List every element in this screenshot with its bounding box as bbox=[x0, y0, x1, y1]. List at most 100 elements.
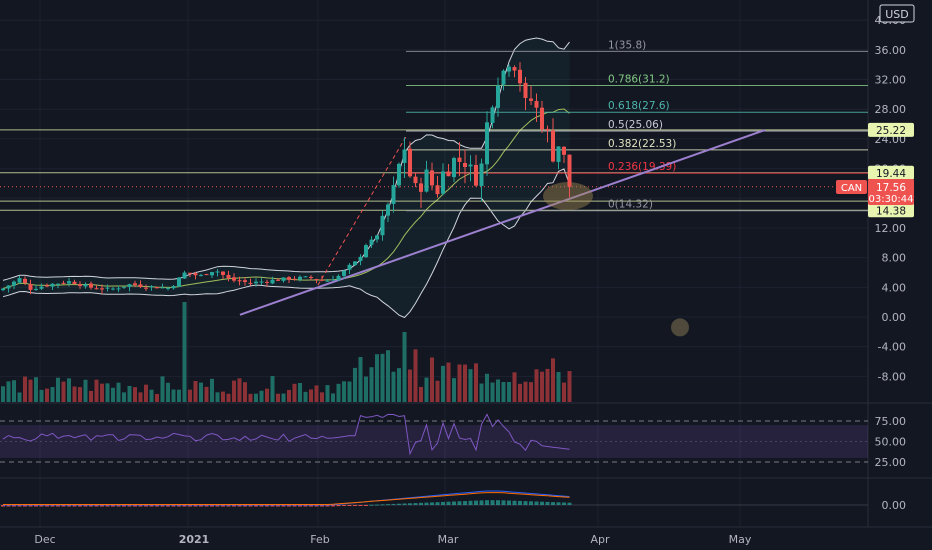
macd-histogram-bar bbox=[127, 505, 132, 507]
candle-body bbox=[314, 279, 319, 281]
macd-histogram-bar bbox=[248, 505, 253, 507]
candle-body bbox=[518, 69, 522, 84]
macd-histogram-bar bbox=[364, 505, 368, 506]
candle-body bbox=[474, 164, 478, 186]
macd-histogram-bar bbox=[369, 504, 374, 506]
macd-histogram-bar bbox=[56, 505, 60, 507]
volume-bar bbox=[485, 373, 489, 402]
macd-tick-label: 0.00 bbox=[882, 499, 907, 512]
price-tick-label: 36.00 bbox=[875, 44, 907, 57]
macd-histogram-bar bbox=[232, 505, 236, 507]
candle-body bbox=[347, 264, 352, 270]
support-trendline[interactable] bbox=[239, 129, 766, 316]
volume-bar bbox=[193, 380, 198, 402]
volume-bar bbox=[545, 368, 550, 402]
volume-bar bbox=[364, 376, 368, 402]
macd-histogram-bar bbox=[138, 505, 143, 507]
macd-histogram-bar bbox=[336, 505, 341, 507]
macd-histogram-bar bbox=[287, 505, 291, 507]
candle-body bbox=[78, 284, 82, 287]
fibonacci-retracement[interactable]: 1(35.8) 0.786(31.2) 0.618(27.6) 0.5(25.06) 0… bbox=[406, 39, 868, 212]
volume-bar bbox=[386, 350, 390, 402]
last-price-tag: 17.56 03:30:44 bbox=[868, 179, 914, 205]
candle-body bbox=[490, 107, 495, 123]
volume-bar bbox=[34, 377, 38, 402]
volume-bar bbox=[116, 382, 121, 402]
macd-histogram-bar bbox=[309, 505, 313, 507]
candle-body bbox=[259, 281, 264, 283]
dashed-trendline[interactable] bbox=[317, 136, 407, 286]
candle-body bbox=[501, 70, 506, 85]
candle-body bbox=[61, 282, 66, 284]
candle-body bbox=[243, 280, 247, 282]
volume-bar bbox=[111, 387, 115, 402]
volume-bar bbox=[441, 365, 445, 402]
volume-bar bbox=[39, 389, 44, 402]
macd-histogram-bar bbox=[182, 505, 187, 507]
candle-body bbox=[226, 274, 231, 279]
volume-bar bbox=[259, 390, 264, 402]
currency-badge[interactable]: USD bbox=[879, 4, 915, 23]
fib-level-label: 0.618(27.6) bbox=[608, 100, 670, 112]
volume-bar bbox=[463, 364, 467, 402]
macd-histogram-bar bbox=[457, 501, 462, 505]
volume-bar bbox=[89, 390, 93, 402]
candle-body bbox=[369, 239, 374, 245]
volume-bar bbox=[265, 388, 269, 402]
volume-bar bbox=[171, 389, 176, 402]
candle-body bbox=[237, 280, 242, 282]
volume-bar bbox=[397, 368, 401, 402]
candle-body bbox=[12, 281, 16, 286]
time-axis[interactable]: Dec 2021 Feb Mar Apr May bbox=[0, 526, 932, 546]
trendlines[interactable] bbox=[239, 129, 766, 337]
candle-body bbox=[166, 287, 170, 289]
candle-body bbox=[386, 204, 390, 216]
macd-histogram-bar bbox=[215, 505, 220, 507]
macd-histogram-bar bbox=[149, 505, 154, 507]
volume-bar bbox=[243, 382, 247, 402]
macd-histogram-bar bbox=[402, 503, 407, 505]
time-axis-label: Dec bbox=[34, 533, 55, 546]
volume-bar bbox=[512, 372, 517, 402]
volume-bar bbox=[78, 387, 82, 402]
candle-body bbox=[281, 277, 286, 281]
macd-histogram-bar bbox=[479, 500, 484, 505]
candle-body bbox=[353, 261, 357, 266]
volume-bar bbox=[369, 367, 374, 402]
candle-body bbox=[441, 171, 445, 194]
macd-histogram-bar bbox=[347, 505, 352, 506]
macd-histogram-bar bbox=[17, 505, 22, 507]
candle-body bbox=[111, 288, 115, 290]
candle-body bbox=[364, 245, 368, 258]
candle-body bbox=[424, 169, 429, 192]
volume-bar bbox=[325, 385, 330, 402]
time-axis-label: Mar bbox=[438, 533, 459, 546]
candle-body bbox=[397, 163, 401, 186]
candle-body bbox=[160, 287, 165, 289]
volume-bar bbox=[221, 391, 225, 402]
volume-bar bbox=[556, 371, 561, 402]
macd-histogram-bar bbox=[243, 505, 247, 507]
candle-body bbox=[6, 285, 11, 289]
macd-histogram-bar bbox=[397, 503, 401, 505]
volume-bar bbox=[166, 382, 170, 402]
volume-bar bbox=[6, 381, 11, 402]
candle-body bbox=[419, 183, 423, 192]
marker-circle[interactable] bbox=[671, 318, 689, 337]
highlight-ellipse[interactable] bbox=[543, 182, 593, 211]
candle-body bbox=[380, 215, 385, 236]
volume-bar bbox=[83, 379, 88, 402]
volume-bar bbox=[254, 393, 258, 402]
volume-bar bbox=[182, 302, 187, 402]
candle-body bbox=[204, 274, 209, 276]
symbol-label: CAN bbox=[841, 183, 862, 194]
price-tick-label: -8.00 bbox=[878, 370, 906, 383]
candle-body bbox=[430, 170, 434, 186]
macd-histogram-bar bbox=[34, 505, 38, 507]
volume-bar bbox=[551, 358, 555, 402]
price-tick-label: -4.00 bbox=[878, 341, 906, 354]
time-axis-label: Apr bbox=[590, 533, 610, 546]
candle-body bbox=[567, 154, 572, 187]
